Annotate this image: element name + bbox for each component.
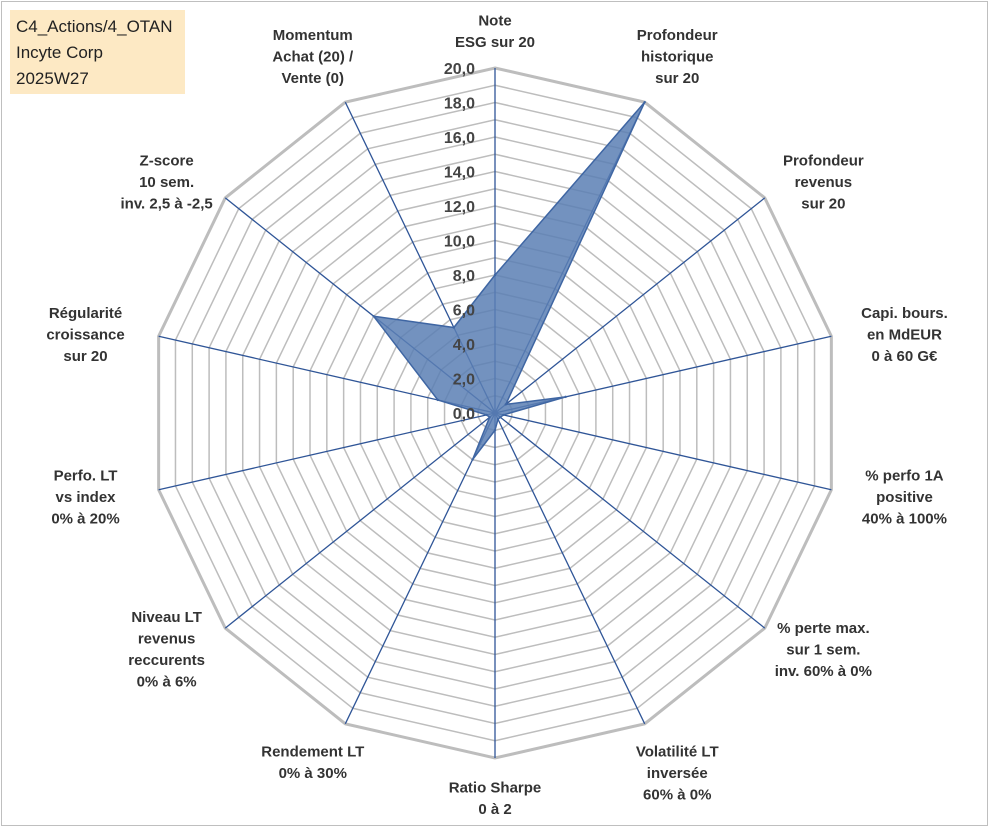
data-point — [471, 458, 474, 461]
axis-label-line: Profondeur — [783, 153, 864, 170]
axis-label-line: 10 sem. — [139, 174, 194, 191]
axis-spoke — [494, 412, 646, 725]
info-line-2: Incyte Corp — [16, 43, 103, 62]
axis-label-line: Profondeur — [637, 27, 718, 44]
axis-label-line: 40% à 100% — [862, 510, 947, 527]
axis-label-line: Niveau LT — [131, 609, 202, 626]
data-point — [643, 100, 646, 104]
axis-label-line: revenus — [795, 174, 853, 191]
axis-label-line: Perfo. LT — [54, 467, 118, 484]
axis-spoke — [494, 412, 766, 629]
tick-label: 20,0 — [444, 61, 475, 78]
axis-label-line: Rendement LT — [261, 743, 364, 760]
axis-spoke — [224, 412, 496, 629]
data-point — [564, 395, 567, 399]
data-point — [504, 403, 507, 406]
tick-label: 4,0 — [453, 337, 475, 354]
axis-label-line: Régularité — [49, 305, 122, 322]
axis-label: % perfo 1A positive 40% à 100% — [862, 467, 947, 527]
tick-label: 2,0 — [453, 372, 475, 389]
axis-label: Capi. bours. en MdEUR 0 à 60 G€ — [861, 305, 948, 365]
tick-label: 0,0 — [453, 406, 475, 423]
axis-label: % perte max. sur 1 sem. inv. 60% à 0% — [775, 620, 872, 680]
axis-label-line: vs index — [56, 489, 117, 506]
axis-label-line: 0% à 6% — [137, 674, 197, 691]
info-line-1: C4_Actions/4_OTAN — [16, 17, 173, 36]
axis-label-line: ESG sur 20 — [455, 34, 535, 51]
axis-label-line: 60% à 0% — [643, 786, 711, 803]
axis-label: Profondeur historique sur 20 — [637, 27, 718, 87]
axis-label: Ratio Sharpe 0 à 2 — [449, 780, 542, 819]
axis-label: Note ESG sur 20 — [455, 13, 535, 52]
tick-label: 6,0 — [453, 303, 475, 320]
axis-label-line: Momentum — [273, 27, 353, 44]
axis-label-line: sur 20 — [801, 196, 845, 213]
tick-label: 10,0 — [444, 234, 475, 251]
axis-label-line: croissance — [46, 327, 124, 344]
info-line-3: 2025W27 — [16, 69, 89, 88]
axis-label-line: Vente (0) — [282, 70, 345, 87]
axis-label-line: Capi. bours. — [861, 305, 948, 322]
axis-spoke — [494, 412, 832, 491]
data-point — [493, 273, 497, 277]
axis-label-line: revenus — [138, 631, 196, 648]
axis-label-line: Achat (20) / — [272, 49, 354, 66]
axis-label-line: en MdEUR — [867, 327, 942, 344]
axis-label-line: historique — [641, 49, 714, 66]
axis-label-line: % perfo 1A — [865, 467, 944, 484]
axis-label-line: 0% à 30% — [279, 765, 347, 782]
axis-label: Momentum Achat (20) / Vente (0) — [272, 27, 354, 87]
axis-label-line: 0% à 20% — [51, 510, 119, 527]
axis-label-line: positive — [876, 489, 933, 506]
tick-label: 14,0 — [444, 165, 475, 182]
axis-label-line: sur 20 — [655, 70, 699, 87]
axis-label: Volatilité LT inversée 60% à 0% — [636, 743, 719, 803]
tick-label: 16,0 — [444, 130, 475, 147]
axis-label-line: sur 20 — [63, 348, 107, 365]
data-point — [493, 429, 497, 432]
axis-label: Niveau LT revenus reccurents 0% à 6% — [128, 609, 205, 691]
data-point — [499, 416, 502, 419]
tick-label: 12,0 — [444, 199, 475, 216]
axis-label: Rendement LT 0% à 30% — [261, 743, 364, 782]
axis-label-line: reccurents — [128, 652, 205, 669]
axis-label-line: Note — [478, 13, 511, 30]
axis-label-line: sur 1 sem. — [786, 641, 860, 658]
axis-label-line: inversée — [647, 765, 708, 782]
data-point — [502, 413, 505, 417]
chart-info-box: C4_Actions/4_OTAN Incyte Corp 2025W27 — [10, 10, 185, 94]
axis-label: Régularité croissance sur 20 — [46, 305, 124, 365]
axis-label-line: inv. 2,5 à -2,5 — [120, 196, 212, 213]
axis-label-line: inv. 60% à 0% — [775, 663, 872, 680]
tick-label: 8,0 — [453, 268, 475, 285]
axis-label-line: Volatilité LT — [636, 743, 719, 760]
axis-label: Perfo. LT vs index 0% à 20% — [51, 467, 119, 527]
axis-label-line: 0 à 2 — [478, 801, 511, 818]
axis-label-line: Z-score — [140, 153, 194, 170]
data-point — [496, 418, 500, 421]
axis-spoke — [494, 197, 766, 414]
axis-spoke — [344, 412, 496, 725]
data-point — [452, 326, 456, 329]
data-point — [436, 398, 440, 402]
data-point — [488, 416, 491, 419]
tick-label: 18,0 — [444, 96, 475, 113]
axis-label: Profondeur revenus sur 20 — [783, 153, 864, 213]
axis-label-line: % perte max. — [777, 620, 870, 637]
data-point — [372, 315, 375, 318]
axis-label: Z-score 10 sem. inv. 2,5 à -2,5 — [120, 153, 212, 213]
axis-label-line: Ratio Sharpe — [449, 780, 542, 797]
data-point — [485, 413, 488, 417]
axis-spoke — [158, 412, 496, 491]
axis-label-line: 0 à 60 G€ — [872, 348, 939, 365]
